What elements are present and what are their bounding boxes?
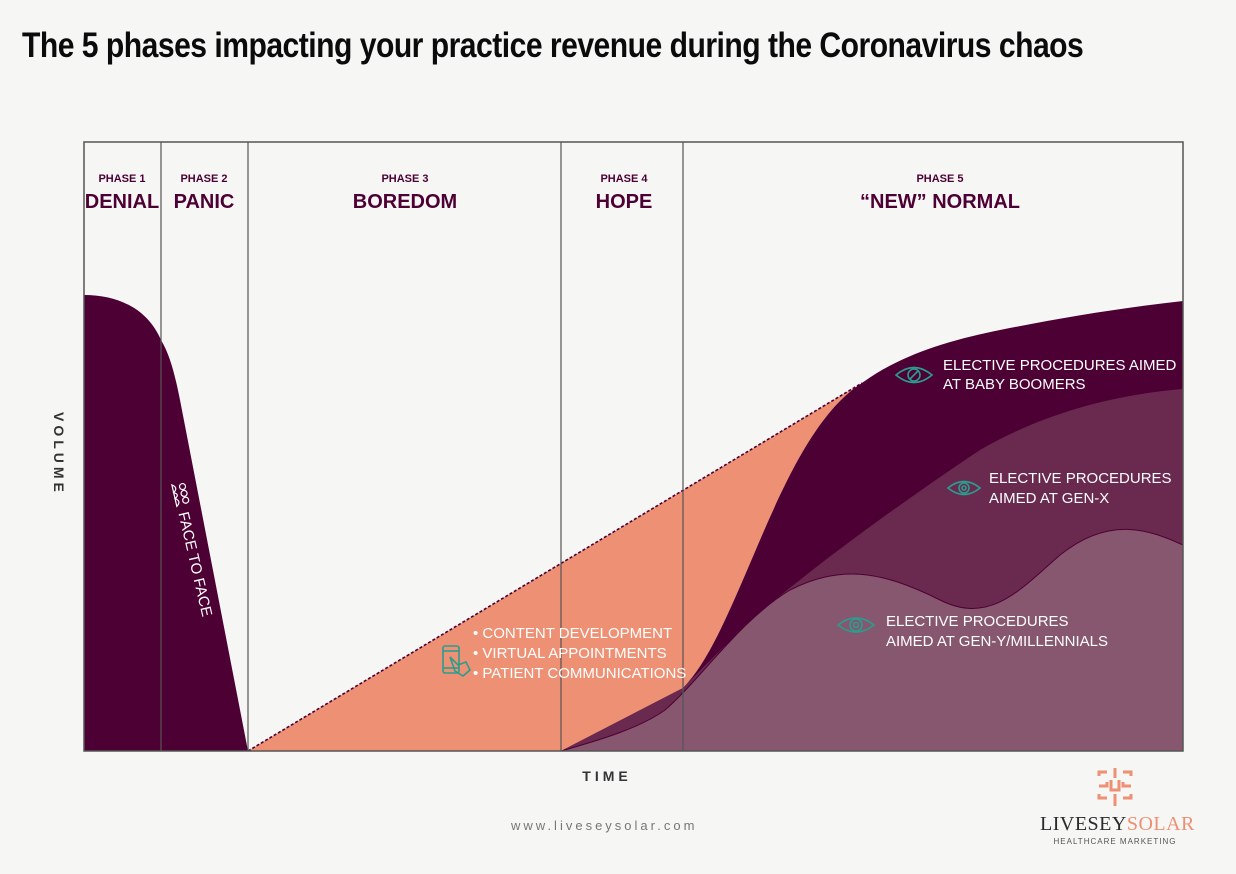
phase-number: PHASE 2 [180,173,227,185]
brand-logo: LIVESEYSOLAR HEALTHCARE MARKETING [1040,768,1194,846]
annotation-line: AIMED AT GEN-X [989,490,1109,507]
phase-header-2: PHASE 2 PANIC [174,173,235,213]
phase-header-1: PHASE 1 DENIAL [85,173,159,213]
eye-icon [946,480,982,496]
phase-number: PHASE 1 [98,173,145,185]
annotation-line: • PATIENT COMMUNICATIONS [473,665,686,682]
logo-name-part2: SOLAR [1126,813,1195,835]
plot-frame [83,141,1184,752]
annotation-gen-x: ELECTIVE PROCEDURES AIMED AT GEN-X [946,470,1172,507]
area-gen-y-millennials [560,528,1184,752]
annotation-line: ELECTIVE PROCEDURES [886,613,1069,630]
x-axis-label: TIME [582,768,631,784]
phase-name: PANIC [174,191,235,213]
phase-number: PHASE 5 [916,173,963,185]
phase-number: PHASE 3 [381,173,428,185]
phase-header-4: PHASE 4 HOPE [596,173,653,213]
group-icon [171,482,190,508]
y-axis-label: VOLUME [51,412,67,496]
phase-name: DENIAL [85,191,159,213]
annotation-gen-y: ELECTIVE PROCEDURES AIMED AT GEN-Y/MILLE… [836,613,1108,650]
annotation-line: AT BABY BOOMERS [943,376,1086,393]
eye-icon [894,366,934,384]
annotation-line: • VIRTUAL APPOINTMENTS [473,645,667,662]
annotation-virtual: • CONTENT DEVELOPMENT • VIRTUAL APPOINTM… [442,625,686,682]
logo-name-part1: LIVESEY [1040,813,1127,835]
tablet-touch-icon [442,645,471,677]
annotation-line: ELECTIVE PROCEDURES AIMED [943,357,1177,374]
phase-name: BOREDOM [353,191,457,213]
phase-header-5: PHASE 5 “NEW” NORMAL [860,173,1020,213]
annotation-baby-boomers: ELECTIVE PROCEDURES AIMED AT BABY BOOMER… [894,357,1177,393]
logo-mark-icon [1097,768,1133,806]
annotation-line: AIMED AT GEN-Y/MILLENNIALS [886,633,1108,650]
phase-name: “NEW” NORMAL [860,191,1020,213]
logo-tagline: HEALTHCARE MARKETING [1053,837,1177,846]
logo-name: LIVESEYSOLAR [1040,813,1194,836]
virtual-trend-line [247,382,863,752]
phase-number: PHASE 4 [600,173,648,185]
annotation-line: ELECTIVE PROCEDURES [989,470,1172,487]
phase-name: HOPE [596,191,653,213]
page-title: The 5 phases impacting your practice rev… [22,26,1084,65]
phase-header-3: PHASE 3 BOREDOM [353,173,457,213]
annotation-line: • CONTENT DEVELOPMENT [473,625,672,642]
area-face-to-face [84,295,248,751]
website-url[interactable]: www.liveseysolar.com [511,818,698,833]
eye-icon [836,617,876,633]
